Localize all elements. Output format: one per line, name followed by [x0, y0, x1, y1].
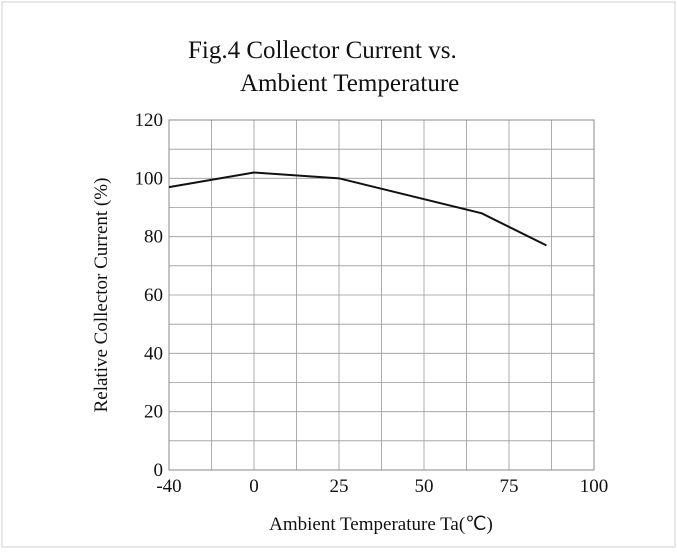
x-tick-label: 75	[500, 476, 519, 497]
y-tick-label: 120	[135, 110, 164, 131]
y-tick-label: 80	[144, 227, 163, 248]
y-tick-label: 100	[135, 168, 164, 189]
x-tick-label: 50	[415, 476, 434, 497]
y-tick-label: 60	[144, 285, 163, 306]
data-line	[168, 171, 547, 247]
chart-title: Ambient Temperature	[240, 70, 459, 97]
y-tick-label: 20	[144, 402, 163, 423]
y-tick-label: 40	[144, 343, 163, 364]
x-tick-label: 0	[249, 476, 259, 497]
y-tick-label: 0	[154, 460, 164, 481]
chart-title: Fig.4 Collector Current vs.	[188, 37, 457, 64]
x-tick-label: 25	[330, 476, 349, 497]
x-axis-label: Ambient Temperature Ta(℃)	[269, 514, 493, 535]
y-axis-label: Relative Collector Current (%)	[91, 178, 112, 413]
plot-border	[168, 119, 595, 471]
x-tick-label: 100	[580, 476, 609, 497]
x-tick-label: -40	[156, 476, 181, 497]
